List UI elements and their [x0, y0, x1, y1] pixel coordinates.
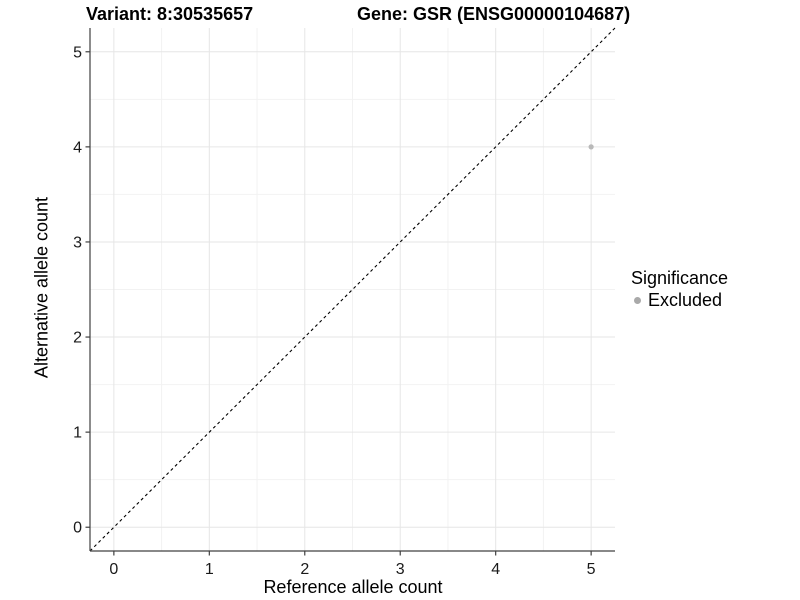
data-point	[588, 144, 594, 150]
excluded-point-icon	[634, 297, 641, 304]
y-tick-label: 3	[73, 234, 82, 251]
y-tick-label: 5	[73, 44, 82, 61]
x-tick-label: 1	[205, 561, 214, 578]
y-tick-label: 1	[73, 425, 82, 442]
x-tick-label: 0	[109, 561, 118, 578]
x-tick-label: 3	[396, 561, 405, 578]
y-axis-title: Alternative allele count	[31, 196, 52, 379]
legend-item-label: Excluded	[648, 290, 723, 310]
y-tick-label: 4	[73, 139, 82, 156]
x-tick-label: 2	[300, 561, 309, 578]
x-tick-label: 5	[587, 561, 596, 578]
legend-title: Significance	[631, 268, 729, 288]
legend-item: Excluded	[631, 290, 728, 311]
y-tick-label: 0	[73, 520, 82, 537]
x-axis-title: Reference allele count	[263, 577, 443, 597]
x-tick-label: 4	[491, 561, 500, 578]
y-tick-label: 2	[73, 330, 82, 347]
legend: Significance Excluded	[631, 268, 728, 311]
plot-title-gene: Gene: GSR (ENSG00000104687)	[357, 4, 631, 24]
plot-title-variant: Variant: 8:30535657	[86, 4, 254, 24]
